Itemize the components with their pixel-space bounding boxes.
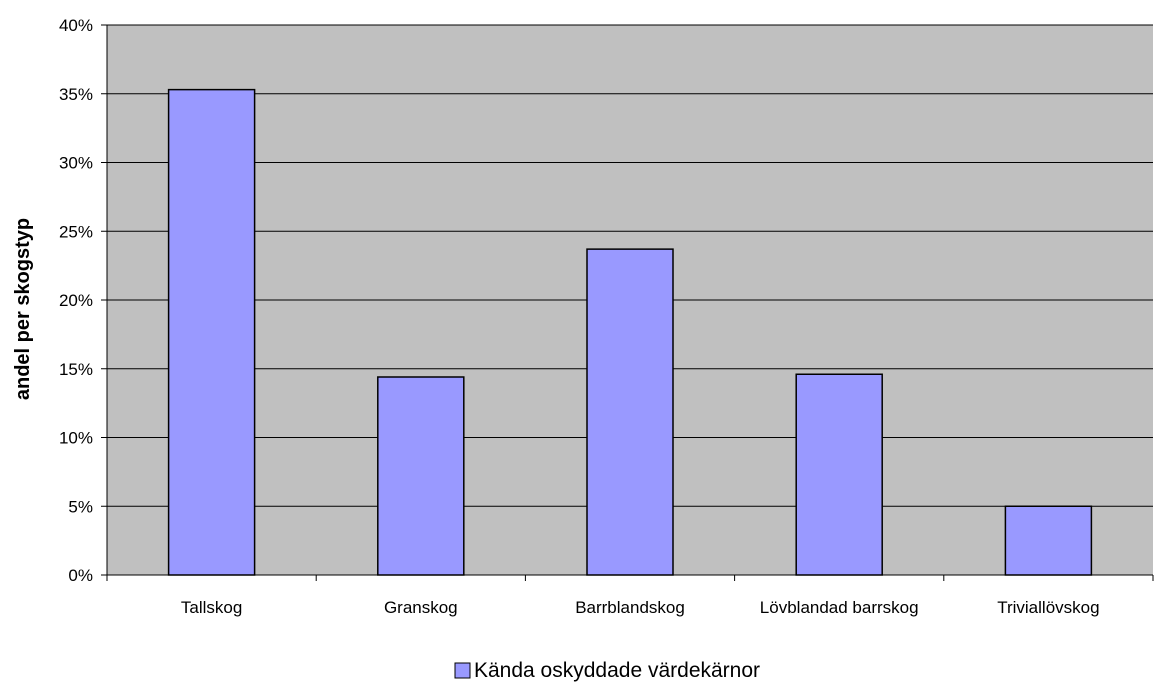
- x-axis-ticks: Tallskog Granskog Barrblandskog Lövblandad …: [106, 575, 1154, 617]
- y-axis-label: andel per skogstyp: [12, 218, 34, 400]
- legend: Kända oskyddade värdekärnor: [454, 659, 760, 682]
- legend-label: Kända oskyddade värdekärnor: [474, 659, 760, 682]
- bar-l-vblandad-barrskog: [795, 373, 883, 576]
- x-tick-label: Barrblandskog: [575, 598, 685, 617]
- bars: [167, 88, 1093, 576]
- y-tick-label: 5%: [68, 497, 93, 516]
- y-tick-label: 20%: [59, 291, 93, 310]
- x-tick-label: Lövblandad barrskog: [760, 598, 919, 617]
- y-tick-label: 0%: [68, 566, 93, 585]
- y-tick-label: 10%: [59, 429, 93, 448]
- y-tick-label: 25%: [59, 222, 93, 241]
- x-tick-label: Triviallövskog: [997, 598, 1099, 617]
- y-tick-label: 35%: [59, 85, 93, 104]
- legend-swatch: [454, 662, 471, 679]
- y-tick-label: 30%: [59, 154, 93, 173]
- y-tick-label: 40%: [59, 16, 93, 35]
- y-axis-ticks: 0% 5% 10% 15% 20% 25% 30% 35% 40%: [59, 16, 107, 585]
- bar-tallskog: [167, 88, 256, 576]
- y-tick-label: 15%: [59, 360, 93, 379]
- bar-barrblandskog: [586, 248, 674, 576]
- bar-granskog: [377, 376, 465, 576]
- bar-triviall-vskog: [1004, 505, 1093, 576]
- x-tick-label: Granskog: [384, 598, 458, 617]
- x-tick-label: Tallskog: [181, 598, 242, 617]
